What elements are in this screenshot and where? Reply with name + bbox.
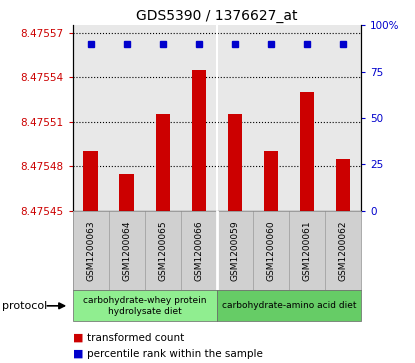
Bar [300, 92, 314, 211]
Text: GSM1200060: GSM1200060 [266, 220, 276, 281]
Bar [336, 159, 350, 211]
Text: GSM1200059: GSM1200059 [230, 220, 239, 281]
Title: GDS5390 / 1376627_at: GDS5390 / 1376627_at [136, 9, 298, 23]
Bar [120, 174, 134, 211]
Text: GSM1200063: GSM1200063 [86, 220, 95, 281]
Text: GSM1200061: GSM1200061 [303, 220, 312, 281]
Text: carbohydrate-amino acid diet: carbohydrate-amino acid diet [222, 301, 356, 310]
Bar [217, 290, 361, 321]
Text: GSM1200064: GSM1200064 [122, 220, 131, 281]
Text: protocol: protocol [2, 301, 47, 311]
Text: GSM1200066: GSM1200066 [194, 220, 203, 281]
Bar [73, 290, 217, 321]
Text: transformed count: transformed count [87, 333, 184, 343]
Text: carbohydrate-whey protein
hydrolysate diet: carbohydrate-whey protein hydrolysate di… [83, 296, 207, 315]
Text: ■: ■ [73, 333, 83, 343]
Bar [156, 114, 170, 211]
Text: percentile rank within the sample: percentile rank within the sample [87, 349, 263, 359]
Bar [192, 70, 206, 211]
Bar [228, 114, 242, 211]
Text: GSM1200062: GSM1200062 [339, 220, 347, 281]
Bar [83, 151, 98, 211]
Text: GSM1200065: GSM1200065 [158, 220, 167, 281]
Bar [264, 151, 278, 211]
Text: ■: ■ [73, 349, 83, 359]
